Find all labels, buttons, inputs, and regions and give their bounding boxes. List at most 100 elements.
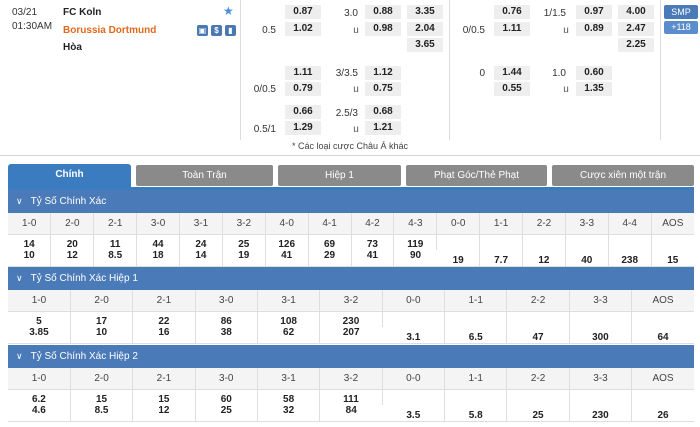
odds-cell[interactable]: 5 — [8, 311, 71, 327]
odds-cell[interactable]: 41 — [351, 250, 395, 267]
odds-cell[interactable]: 4.00 — [618, 5, 654, 19]
odds-cell[interactable]: 0.87 — [285, 5, 321, 19]
odds-cell[interactable]: 84 — [319, 405, 383, 422]
smp-button[interactable]: SMP — [664, 5, 698, 19]
chevron-down-icon[interactable]: ∨ — [16, 273, 23, 283]
odds-cell[interactable]: 86 — [195, 311, 258, 327]
tab-corners-cards[interactable]: Phạt Góc/Thẻ Phạt — [406, 165, 547, 186]
star-icon[interactable]: ★ — [223, 4, 234, 18]
odds-cell[interactable]: 62 — [257, 327, 321, 344]
odds-cell[interactable]: 19 — [222, 250, 266, 267]
odds-cell[interactable]: 111 — [319, 389, 383, 405]
tab-same-game-parlay[interactable]: Cược xiên một trận — [552, 165, 694, 186]
odds-cell[interactable]: 0.88 — [365, 5, 401, 19]
odds-cell[interactable]: 20 — [50, 234, 95, 250]
odds-cell[interactable]: 29 — [308, 250, 352, 267]
odds-cell[interactable]: 38 — [195, 327, 258, 344]
odds-cell[interactable]: 0.76 — [494, 5, 530, 19]
odds-cell[interactable]: 10 — [8, 250, 52, 267]
section-header[interactable]: ∨ Tỷ Số Chính Xác Hiệp 2 — [8, 345, 694, 368]
odds-cell[interactable]: 2.25 — [618, 38, 654, 52]
odds-cell[interactable]: 0.98 — [365, 22, 401, 36]
section-header[interactable]: ∨ Tỷ Số Chính Xác — [8, 190, 694, 213]
odds-cell[interactable]: 0.89 — [576, 22, 612, 36]
odds-cell[interactable]: 25 — [222, 234, 266, 250]
odds-cell[interactable]: 12 — [522, 234, 566, 267]
odds-cell[interactable]: 1.11 — [494, 22, 530, 36]
odds-cell[interactable]: 25 — [195, 405, 258, 422]
odds-cell[interactable]: 26 — [631, 389, 694, 422]
odds-cell[interactable]: 1.35 — [576, 82, 612, 96]
odds-cell[interactable]: 1.11 — [285, 66, 321, 80]
odds-cell[interactable]: 1.12 — [365, 66, 401, 80]
odds-cell[interactable]: 3.5 — [382, 389, 446, 422]
tab-first-half[interactable]: Hiệp 1 — [278, 165, 401, 186]
odds-cell[interactable]: 0.79 — [285, 82, 321, 96]
odds-cell[interactable]: 10 — [70, 327, 134, 344]
odds-cell[interactable]: 24 — [179, 234, 223, 250]
odds-cell[interactable]: 32 — [257, 405, 321, 422]
odds-cell[interactable]: 4.6 — [8, 405, 71, 422]
odds-cell[interactable]: 69 — [308, 234, 352, 250]
odds-cell[interactable]: 44 — [136, 234, 180, 250]
odds-cell[interactable]: 3.1 — [382, 311, 446, 344]
section-header[interactable]: ∨ Tỷ Số Chính Xác Hiệp 1 — [8, 267, 694, 290]
odds-cell[interactable]: 119 — [393, 234, 438, 250]
odds-cell[interactable]: 22 — [132, 311, 196, 327]
odds-cell[interactable]: 8.5 — [70, 405, 134, 422]
tab-full-match[interactable]: Toàn Trận — [136, 165, 273, 186]
chevron-down-icon[interactable]: ∨ — [16, 196, 23, 206]
odds-cell[interactable]: 7.7 — [479, 234, 523, 267]
odds-cell[interactable]: 60 — [195, 389, 258, 405]
odds-cell[interactable]: 8.5 — [93, 250, 138, 267]
odds-cell[interactable]: 90 — [393, 250, 437, 267]
odds-cell[interactable]: 58 — [257, 389, 321, 405]
odds-cell[interactable]: 126 — [265, 234, 309, 250]
odds-cell[interactable]: 17 — [70, 311, 134, 327]
odds-cell[interactable]: 14 — [8, 234, 52, 250]
odds-cell[interactable]: 207 — [319, 327, 383, 344]
odds-cell[interactable]: 300 — [569, 311, 633, 344]
odds-cell[interactable]: 0.75 — [365, 82, 401, 96]
odds-cell[interactable]: 25 — [506, 389, 570, 422]
odds-cell[interactable]: 2.04 — [407, 22, 443, 36]
odds-cell[interactable]: 6.2 — [8, 389, 71, 405]
odds-cell[interactable]: 19 — [436, 234, 481, 267]
odds-cell[interactable]: 15 — [70, 389, 134, 405]
chevron-down-icon[interactable]: ∨ — [16, 351, 23, 361]
odds-cell[interactable]: 64 — [631, 311, 694, 344]
odds-cell[interactable]: 3.85 — [8, 327, 71, 344]
odds-cell[interactable]: 0.55 — [494, 82, 530, 96]
odds-cell[interactable]: 230 — [319, 311, 383, 327]
home-team[interactable]: FC Koln — [63, 7, 102, 18]
odds-cell[interactable]: 5.8 — [444, 389, 508, 422]
odds-cell[interactable]: 0.60 — [576, 66, 612, 80]
tv-icon[interactable]: ▣ — [197, 25, 208, 36]
stats-icon[interactable]: ▮ — [225, 25, 236, 36]
odds-cell[interactable]: 230 — [569, 389, 633, 422]
odds-cell[interactable]: 1.29 — [285, 121, 321, 135]
odds-cell[interactable]: 15 — [651, 234, 694, 267]
away-team[interactable]: Borussia Dortmund — [63, 25, 157, 36]
odds-cell[interactable]: 1.02 — [285, 22, 321, 36]
odds-cell[interactable]: 16 — [132, 327, 196, 344]
odds-cell[interactable]: 0.97 — [576, 5, 612, 19]
odds-cell[interactable]: 1.44 — [494, 66, 530, 80]
odds-cell[interactable]: 12 — [132, 405, 196, 422]
odds-cell[interactable]: 1.21 — [365, 121, 401, 135]
other-asian-bets-link[interactable]: * Các loại cược Châu Á khác — [292, 141, 408, 151]
odds-cell[interactable]: 41 — [265, 250, 309, 267]
odds-cell[interactable]: 3.65 — [407, 38, 443, 52]
odds-cell[interactable]: 12 — [50, 250, 95, 267]
odds-cell[interactable]: 108 — [257, 311, 321, 327]
odds-cell[interactable]: 238 — [608, 234, 652, 267]
odds-cell[interactable]: 11 — [93, 234, 138, 250]
odds-cell[interactable]: 73 — [351, 234, 395, 250]
more-markets-button[interactable]: +118 — [664, 21, 698, 34]
odds-cell[interactable]: 0.68 — [365, 105, 401, 119]
odds-cell[interactable]: 40 — [565, 234, 609, 267]
odds-cell[interactable]: 14 — [179, 250, 223, 267]
money-icon[interactable]: $ — [211, 25, 222, 36]
tab-main[interactable]: Chính — [8, 164, 131, 188]
odds-cell[interactable]: 2.47 — [618, 22, 654, 36]
